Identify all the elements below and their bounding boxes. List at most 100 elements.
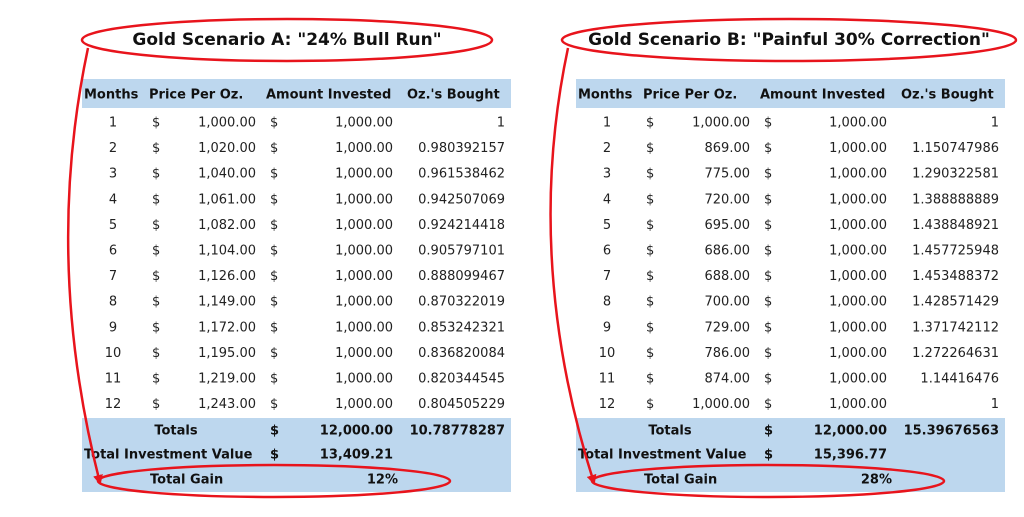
table-cell: 1,000.00 xyxy=(829,192,887,207)
table-cell: $ xyxy=(152,320,160,335)
table-cell: $ xyxy=(152,192,160,207)
table-cell: $ xyxy=(764,295,772,310)
table-cell: 1,000.00 xyxy=(335,116,393,131)
table-cell: 3 xyxy=(603,167,611,182)
table-cell: 0.924214418 xyxy=(418,218,505,233)
table-cell: 1 xyxy=(603,116,611,131)
table-cell: 1,000.00 xyxy=(692,397,750,412)
table-cell: 0.820344545 xyxy=(418,372,505,387)
table-cell: $ xyxy=(646,218,654,233)
table-cell: 0.804505229 xyxy=(418,397,505,412)
total-gain-cell: 12% xyxy=(367,473,398,488)
total-value-cell: $ xyxy=(270,448,279,463)
table-cell: $ xyxy=(270,372,278,387)
table-cell: 1,243.00 xyxy=(198,397,256,412)
table-cell: 0.888099467 xyxy=(418,269,505,284)
scenario-title: Gold Scenario B: "Painful 30% Correction… xyxy=(588,30,990,50)
totals-cell: 15.39676563 xyxy=(904,424,999,439)
table-cell: 1,000.00 xyxy=(829,346,887,361)
table-cell: $ xyxy=(270,244,278,259)
table-cell: $ xyxy=(270,397,278,412)
scenario-title: Gold Scenario A: "24% Bull Run" xyxy=(132,30,441,50)
table-cell: 1,000.00 xyxy=(829,372,887,387)
table-cell: 10 xyxy=(105,346,122,361)
table-cell: 1,000.00 xyxy=(829,116,887,131)
table-cell: 729.00 xyxy=(705,320,751,335)
table-cell: 0.853242321 xyxy=(418,320,505,335)
table-cell: 0.905797101 xyxy=(418,244,505,259)
table-cell: $ xyxy=(646,295,654,310)
table-cell: 8 xyxy=(109,295,117,310)
table-cell: 5 xyxy=(109,218,117,233)
table-cell: 3 xyxy=(109,167,117,182)
table-cell: $ xyxy=(764,320,772,335)
arrow xyxy=(549,47,597,485)
total-value-cell: Total Investment Value xyxy=(84,448,253,463)
table-cell: 1,000.00 xyxy=(335,320,393,335)
table-cell: 1,000.00 xyxy=(335,141,393,156)
table-cell: $ xyxy=(270,192,278,207)
table-cell: $ xyxy=(646,397,654,412)
table-cell: 5 xyxy=(603,218,611,233)
table-cell: $ xyxy=(646,320,654,335)
table-cell: 1,219.00 xyxy=(198,372,256,387)
table-cell: 1 xyxy=(109,116,117,131)
table-cell: 0.870322019 xyxy=(418,295,505,310)
table-cell: $ xyxy=(764,397,772,412)
table-cell: $ xyxy=(646,167,654,182)
column-header: Price Per Oz. xyxy=(643,88,737,103)
table-cell: 874.00 xyxy=(705,372,751,387)
table-cell: $ xyxy=(152,167,160,182)
table-cell: $ xyxy=(646,372,654,387)
table-cell: 1 xyxy=(991,397,999,412)
table-cell: 686.00 xyxy=(705,244,751,259)
table-cell: 1.457725948 xyxy=(912,244,999,259)
table-cell: 11 xyxy=(105,372,122,387)
table-cell: $ xyxy=(270,116,278,131)
table-cell: 1,000.00 xyxy=(198,116,256,131)
total-value-cell: $ xyxy=(764,448,773,463)
table-cell: 1.371742112 xyxy=(912,320,999,335)
table-cell: 1.438848921 xyxy=(912,218,999,233)
table-cell: $ xyxy=(152,346,160,361)
table-cell: $ xyxy=(646,141,654,156)
table-cell: 1,000.00 xyxy=(335,167,393,182)
table-cell: $ xyxy=(152,397,160,412)
table-cell: 1,000.00 xyxy=(335,346,393,361)
table-cell: $ xyxy=(764,244,772,259)
table-cell: 1,000.00 xyxy=(335,244,393,259)
totals-cell: 12,000.00 xyxy=(320,424,393,439)
table-cell: 12 xyxy=(599,397,616,412)
table-cell: $ xyxy=(764,116,772,131)
table-cell: $ xyxy=(764,218,772,233)
title-ellipse xyxy=(80,17,494,63)
header-band xyxy=(576,79,1005,108)
table-cell: 1,000.00 xyxy=(692,116,750,131)
table-cell: 786.00 xyxy=(705,346,751,361)
totals-cell: Totals xyxy=(648,424,692,439)
table-cell: 1,000.00 xyxy=(335,218,393,233)
table-cell: 10 xyxy=(599,346,616,361)
column-header: Months xyxy=(578,88,633,103)
table-cell: $ xyxy=(764,167,772,182)
table-cell: $ xyxy=(152,295,160,310)
table-cell: $ xyxy=(152,269,160,284)
summary-band xyxy=(576,418,1005,492)
total-gain-cell: Total Gain xyxy=(150,473,223,488)
table-cell: $ xyxy=(152,141,160,156)
table-cell: 2 xyxy=(109,141,117,156)
table-cell: $ xyxy=(152,244,160,259)
table-cell: $ xyxy=(646,116,654,131)
table-cell: 1,126.00 xyxy=(198,269,256,284)
table-cell: 1 xyxy=(497,116,505,131)
table-cell: 1,195.00 xyxy=(198,346,256,361)
table-cell: 869.00 xyxy=(705,141,751,156)
scenario-table: Months Price Per Oz. Amount Invested Oz.'s … xyxy=(549,17,1018,499)
table-cell: 1,149.00 xyxy=(198,295,256,310)
table-cell: 1.290322581 xyxy=(912,167,999,182)
table-cell: $ xyxy=(764,372,772,387)
table-cell: 1,000.00 xyxy=(829,295,887,310)
table-cell: 8 xyxy=(603,295,611,310)
arrow xyxy=(66,47,103,485)
